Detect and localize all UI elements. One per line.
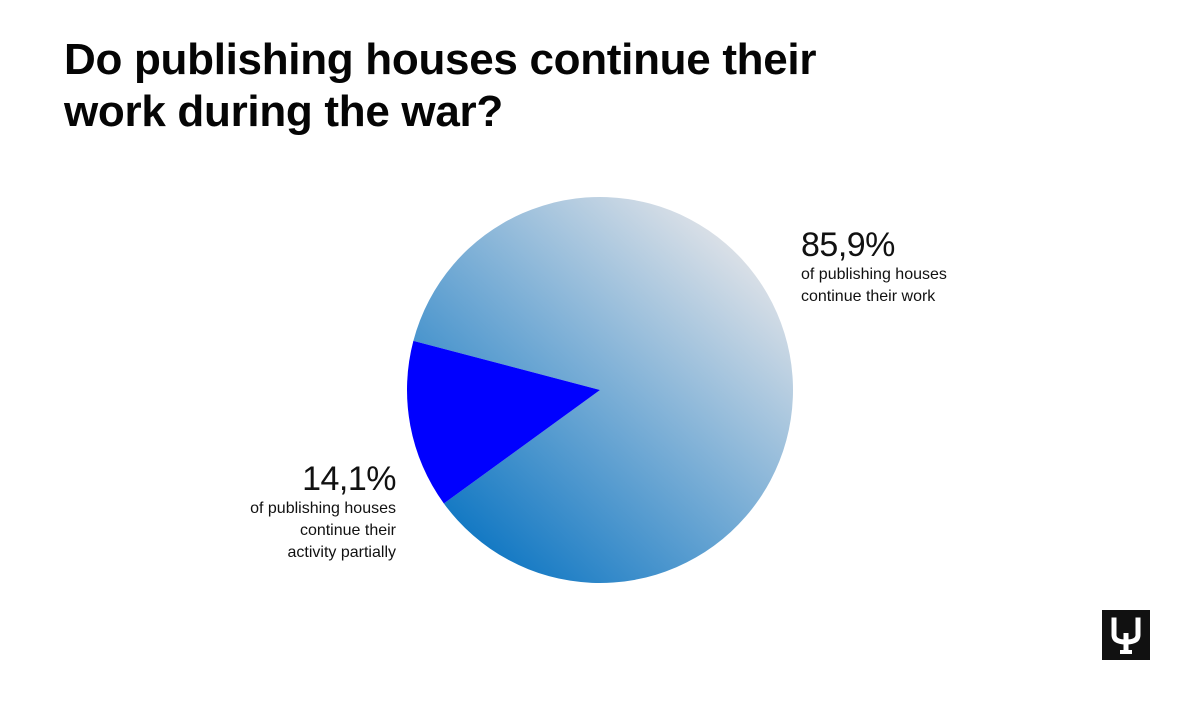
slice-percent-continue-work: 85,9% xyxy=(801,226,895,264)
pie-slice-continue-work xyxy=(413,197,793,584)
slice-percent-partial: 14,1% xyxy=(302,460,396,498)
pie-slice-partial xyxy=(406,340,600,504)
chart-title: Do publishing houses continue their work… xyxy=(64,35,817,136)
slice-desc-line: activity partially xyxy=(287,544,396,561)
slice-desc-line: continue their work xyxy=(801,288,936,305)
publisher-logo-icon xyxy=(1102,610,1150,660)
slice-label-continue-work: 85,9% of publishing houses continue thei… xyxy=(801,226,1061,308)
slice-desc-line: continue their xyxy=(299,522,396,539)
slice-desc-line: of publishing houses xyxy=(250,500,396,517)
slice-label-partial: 14,1% of publishing houses continue thei… xyxy=(196,460,396,564)
slice-desc-line: of publishing houses xyxy=(801,266,947,283)
